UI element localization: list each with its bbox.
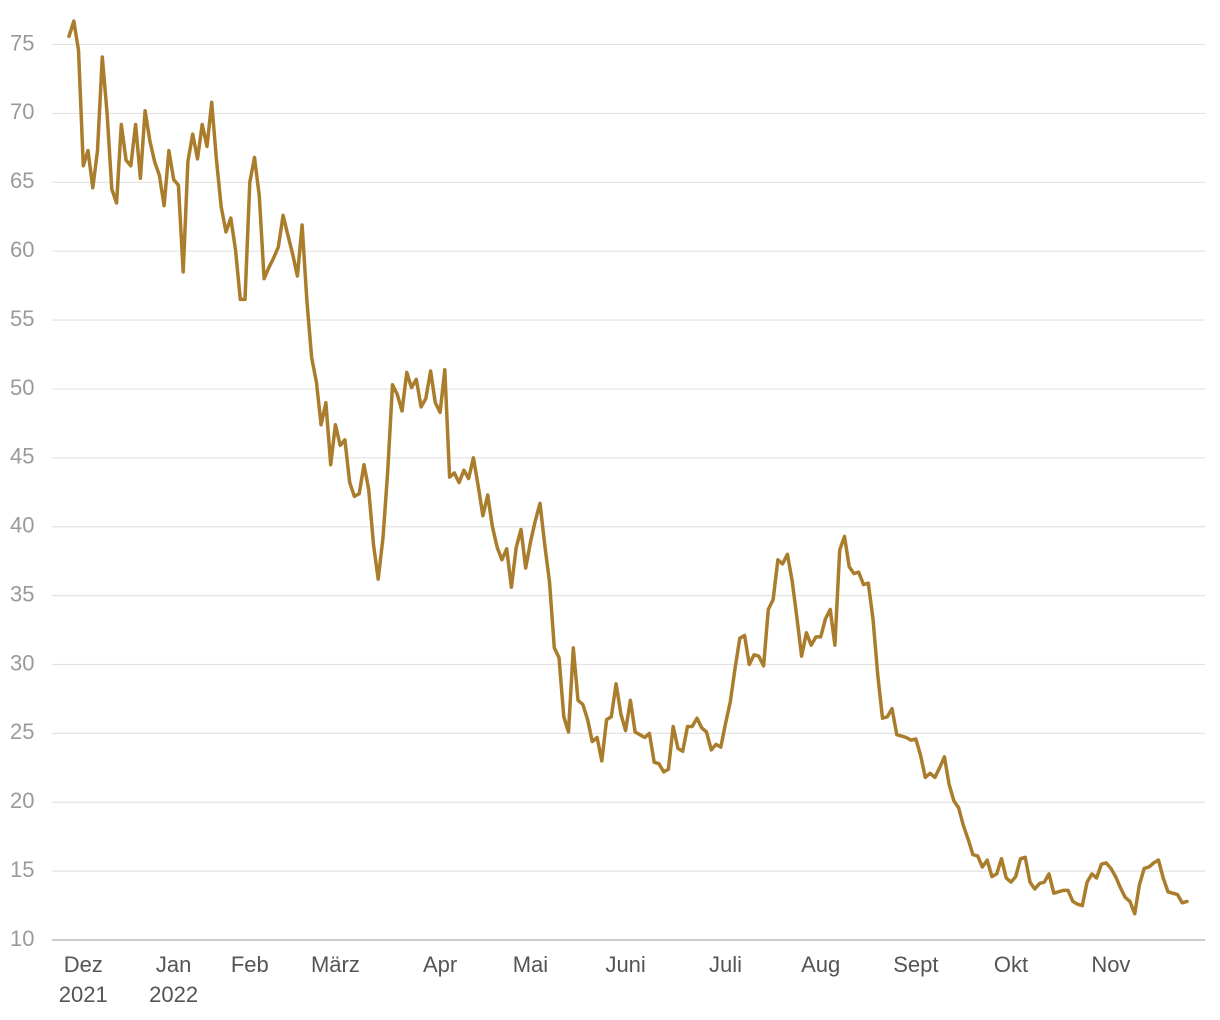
x-tick-label: Aug <box>801 952 840 977</box>
x-tick-label: Dez 2021 <box>59 952 108 1007</box>
x-tick-label: März <box>311 952 360 977</box>
x-tick-label: Sept <box>893 952 938 977</box>
x-tick-label: Jan 2022 <box>149 952 198 1007</box>
x-tick-label: Apr <box>423 952 457 977</box>
y-tick-label: 40 <box>10 513 34 538</box>
y-tick-label: 55 <box>10 306 34 331</box>
y-tick-label: 45 <box>10 444 34 469</box>
y-tick-label: 50 <box>10 375 34 400</box>
y-tick-label: 60 <box>10 237 34 262</box>
y-tick-label: 65 <box>10 168 34 193</box>
x-tick-label: Juni <box>605 952 645 977</box>
y-tick-label: 70 <box>10 99 34 124</box>
x-tick-label: Feb <box>231 952 269 977</box>
x-tick-label: Juli <box>709 952 742 977</box>
y-tick-label: 30 <box>10 650 34 675</box>
y-tick-label: 75 <box>10 30 34 55</box>
y-tick-label: 15 <box>10 857 34 882</box>
y-tick-label: 25 <box>10 719 34 744</box>
y-tick-label: 20 <box>10 788 34 813</box>
price-line <box>67 19 1189 916</box>
y-tick-label: 10 <box>10 926 34 951</box>
x-tick-label: Okt <box>994 952 1028 977</box>
x-tick-label: Mai <box>513 952 548 977</box>
y-tick-label: 35 <box>10 581 34 606</box>
x-tick-label: Nov <box>1091 952 1130 977</box>
